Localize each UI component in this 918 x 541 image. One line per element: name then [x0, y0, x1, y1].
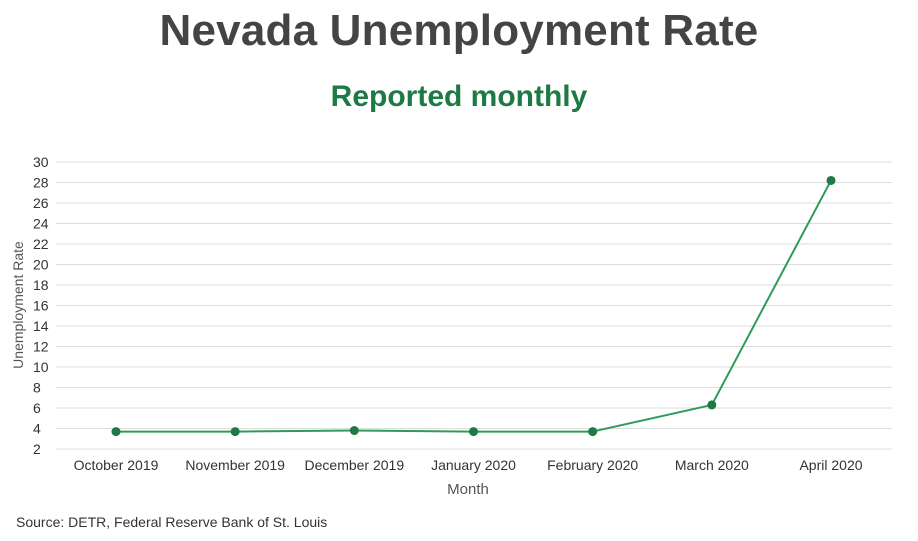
- x-tick-label: January 2020: [431, 457, 516, 473]
- y-tick-label: 14: [33, 318, 49, 334]
- chart-title: Nevada Unemployment Rate: [159, 6, 759, 55]
- y-tick-label: 24: [33, 216, 49, 232]
- y-tick-label: 4: [33, 421, 41, 437]
- data-point: [588, 427, 598, 437]
- data-point: [349, 426, 359, 436]
- y-tick-label: 2: [33, 441, 41, 457]
- x-tick-label: April 2020: [799, 457, 862, 473]
- y-tick-label: 28: [33, 175, 49, 191]
- y-tick-label: 8: [33, 380, 41, 396]
- x-tick-label: February 2020: [547, 457, 638, 473]
- y-axis-label: Unemployment Rate: [10, 241, 26, 369]
- y-tick-label: 6: [33, 400, 41, 416]
- y-tick-label: 16: [33, 298, 49, 314]
- x-tick-label: October 2019: [74, 457, 159, 473]
- y-tick-label: 10: [33, 359, 49, 375]
- y-tick-label: 20: [33, 257, 49, 273]
- y-tick-label: 26: [33, 195, 49, 211]
- x-tick-labels: October 2019 November 2019 December 2019 Ja…: [74, 457, 863, 473]
- data-point: [111, 427, 121, 437]
- y-tick-label: 30: [33, 154, 49, 170]
- data-point: [826, 175, 836, 185]
- x-axis-label: Month: [447, 481, 489, 498]
- y-tick-label: 22: [33, 236, 49, 252]
- x-tick-label: December 2019: [305, 457, 405, 473]
- x-tick-label: March 2020: [675, 457, 749, 473]
- data-point: [469, 427, 478, 437]
- y-tick-label: 12: [33, 339, 49, 355]
- data-point: [230, 427, 240, 437]
- gridlines: [56, 161, 892, 450]
- source-note: Source: DETR, Federal Reserve Bank of St…: [16, 514, 328, 530]
- x-tick-label: November 2019: [185, 457, 285, 473]
- chart-subtitle: Reported monthly: [330, 80, 588, 113]
- data-points: [111, 175, 836, 437]
- data-point: [707, 400, 717, 410]
- series-line-layer: [116, 179, 832, 433]
- series-line: [116, 179, 832, 433]
- y-tick-label: 18: [33, 277, 49, 293]
